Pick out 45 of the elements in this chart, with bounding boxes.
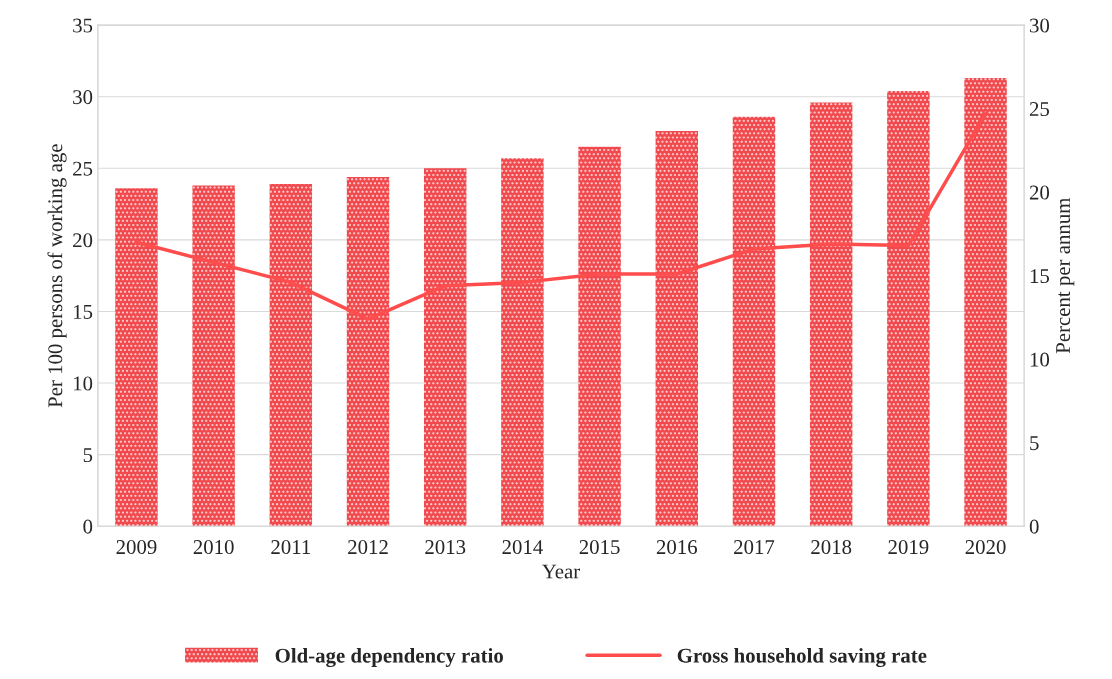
y2-axis-title: Percent per annum	[1056, 197, 1075, 354]
bar	[732, 116, 776, 527]
y-tick-label: 25	[73, 161, 93, 176]
y2-tick-label: 30	[1030, 18, 1050, 33]
bar	[269, 184, 313, 527]
y-tick-label: 20	[73, 233, 93, 248]
legend-label: Old-age dependency ratio	[275, 647, 503, 668]
x-tick-label: 2018	[811, 540, 852, 555]
bar	[809, 102, 853, 527]
x-tick-label: 2020	[965, 540, 1006, 555]
x-tick-label: 2016	[656, 540, 697, 555]
bar	[423, 168, 467, 527]
x-tick-label: 2010	[193, 540, 234, 555]
y2-tick-label: 0	[1029, 519, 1039, 534]
x-tick-label: 2012	[348, 540, 388, 555]
y-tick-label: 0	[83, 519, 93, 534]
x-tick-label: 2013	[425, 540, 466, 555]
bar	[115, 188, 158, 527]
line-series	[134, 111, 988, 321]
x-tick-label: 2017	[734, 540, 775, 555]
y2-tick-label: 10	[1030, 352, 1050, 367]
x-axis-title: Year	[542, 564, 581, 579]
bar	[192, 185, 235, 527]
y-tick-label: 30	[73, 90, 93, 105]
y-tick-label: 35	[73, 18, 93, 33]
y2-tick-label: 20	[1029, 185, 1050, 200]
y2-tick-label: 5	[1030, 436, 1039, 451]
bar	[501, 158, 544, 527]
bar	[578, 146, 621, 527]
y-axis-title: Per 100 persons of working age	[47, 144, 67, 408]
x-tick-label: 2009	[116, 540, 157, 555]
x-tick-label: 2019	[888, 540, 929, 555]
y-tick-label: 10	[73, 376, 93, 391]
y2-tick-label: 25	[1029, 102, 1050, 117]
y2-tick-label: 15	[1030, 269, 1050, 284]
bar	[346, 176, 390, 527]
x-tick-label: 2011	[271, 540, 311, 555]
x-tick-label: 2015	[579, 540, 620, 555]
x-tick-label: 2014	[502, 540, 543, 555]
legend-label: Gross household saving rate	[677, 647, 927, 668]
y-tick-label: 5	[83, 448, 93, 463]
bar	[964, 78, 1007, 527]
bar	[887, 90, 930, 527]
bar	[655, 131, 699, 527]
y-tick-label: 15	[73, 304, 93, 319]
